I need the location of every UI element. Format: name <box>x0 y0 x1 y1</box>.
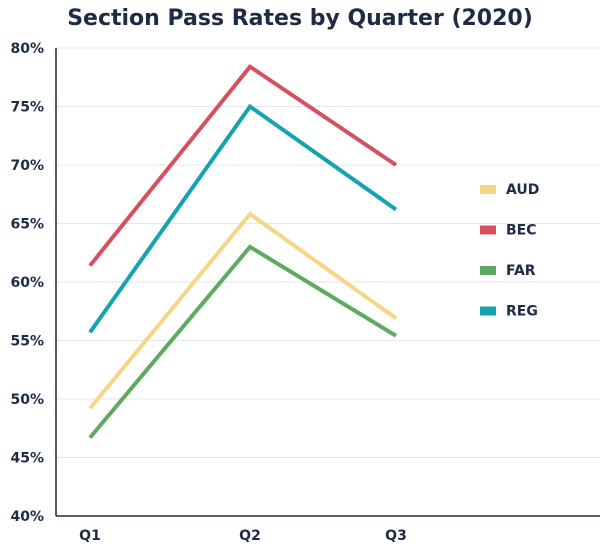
series-lines <box>88 64 398 439</box>
y-tick-label: 55% <box>10 334 44 350</box>
y-tick-label: 60% <box>10 275 44 291</box>
series-line-bec <box>88 64 398 267</box>
legend-label-aud: AUD <box>506 182 539 198</box>
gridlines <box>56 47 600 458</box>
x-tick-label: Q3 <box>385 528 407 544</box>
chart-title: Section Pass Rates by Quarter (2020) <box>67 6 533 31</box>
y-axis-ticks: 40% 45% 50% 55% 60% 65% 70% 75% 80% <box>10 41 44 525</box>
series-line-far <box>88 244 398 439</box>
series-line-aud <box>88 211 398 410</box>
legend-label-reg: REG <box>506 304 538 320</box>
y-tick-label: 50% <box>10 392 44 408</box>
y-tick-label: 40% <box>10 509 44 525</box>
legend-label-far: FAR <box>506 263 536 279</box>
y-tick-label: 70% <box>10 158 44 174</box>
y-tick-label: 65% <box>10 217 44 233</box>
y-tick-label: 45% <box>10 451 44 467</box>
series-line-reg <box>88 103 398 334</box>
x-tick-label: Q2 <box>239 528 261 544</box>
legend-swatch-reg <box>480 306 496 316</box>
y-tick-label: 75% <box>10 100 44 116</box>
y-tick-label: 80% <box>10 41 44 57</box>
x-axis-ticks: Q1 Q2 Q3 <box>79 528 407 544</box>
legend-swatch-bec <box>480 225 496 235</box>
legend-swatch-far <box>480 266 496 275</box>
legend: AUD BEC FAR REG <box>480 182 539 320</box>
x-tick-label: Q1 <box>79 528 101 544</box>
legend-swatch-aud <box>480 185 496 194</box>
legend-label-bec: BEC <box>506 223 537 239</box>
